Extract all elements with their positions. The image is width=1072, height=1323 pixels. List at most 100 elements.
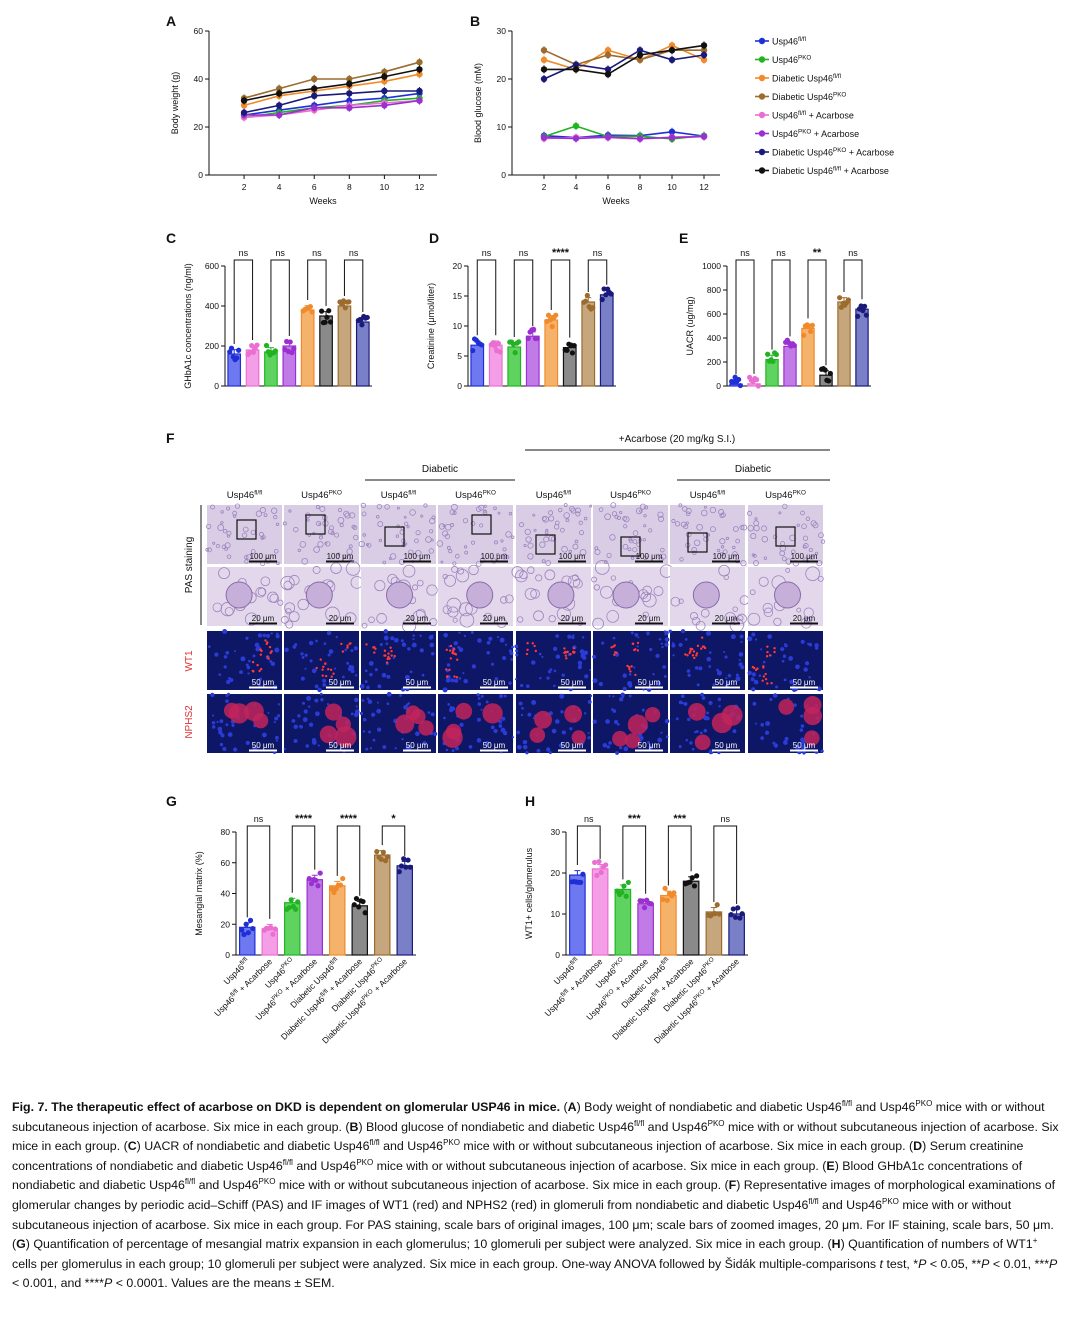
tissue-texture xyxy=(568,549,572,554)
significance-bracket xyxy=(735,259,755,375)
tissue-texture xyxy=(735,538,740,544)
nucleus-dot xyxy=(567,634,572,639)
nucleus-dot xyxy=(730,634,736,640)
nucleus-dot xyxy=(500,727,506,733)
nucleus-dot xyxy=(738,658,741,661)
label-base: Usp46 xyxy=(381,490,408,501)
scale-bar-label: 50 μm xyxy=(638,678,661,687)
nucleus-dot xyxy=(579,649,585,654)
significance-bracket xyxy=(843,259,863,300)
panel-f-micrographs: +Acarbose (20 mg/kg S.I.) Diabetic Diabeti… xyxy=(184,434,830,755)
y-tick-label: 0 xyxy=(501,170,506,180)
tissue-texture xyxy=(232,514,237,518)
data-dot xyxy=(315,883,321,889)
tissue-texture xyxy=(639,509,643,513)
tissue-texture xyxy=(791,549,796,554)
caption-segment: mice with or without subcutaneous inject… xyxy=(275,1178,729,1193)
caption-segment: and Usp46 xyxy=(195,1178,259,1193)
data-dot xyxy=(337,882,344,888)
wt1-signal xyxy=(321,674,324,677)
data-dot xyxy=(737,382,743,389)
nucleus-dot xyxy=(364,680,368,684)
wt1-signal xyxy=(451,650,455,653)
tissue-texture xyxy=(440,560,444,564)
data-dot xyxy=(827,370,833,377)
series-line xyxy=(543,49,704,66)
data-point xyxy=(636,56,644,63)
tissue-texture xyxy=(496,553,500,556)
data-dot xyxy=(590,305,596,311)
nucleus-dot xyxy=(480,694,484,698)
y-tick-label: 0 xyxy=(198,170,203,180)
significance-label: *** xyxy=(673,813,687,825)
tissue-texture xyxy=(450,523,455,527)
tissue-texture xyxy=(579,549,587,556)
caption-segment: < 0.001, and **** xyxy=(12,1276,104,1291)
nucleus-dot xyxy=(222,746,227,751)
nucleus-dot xyxy=(411,642,417,648)
nucleus-dot xyxy=(246,665,251,670)
nucleus-dot xyxy=(468,745,473,749)
data-dot xyxy=(580,871,586,877)
tissue-texture xyxy=(530,589,540,599)
caption-segment: ) Blood glucose of nondiabetic and diabe… xyxy=(358,1119,634,1134)
data-dot xyxy=(247,917,254,923)
tissue-texture xyxy=(324,541,328,545)
panel-letter-A: A xyxy=(166,13,176,29)
label-base: Usp46 xyxy=(765,490,792,501)
nucleus-dot xyxy=(442,687,448,693)
tissue-texture xyxy=(222,529,228,534)
nucleus-dot xyxy=(315,639,318,643)
data-point xyxy=(346,80,353,88)
nucleus-dot xyxy=(646,633,650,636)
wt1-signal xyxy=(266,655,269,658)
nucleus-dot xyxy=(630,631,634,635)
scale-bar-label: 100 μm xyxy=(636,552,663,561)
pas-image xyxy=(748,505,823,564)
y-tick-label: 20 xyxy=(497,74,507,84)
y-axis-label: Blood glucose (mM) xyxy=(473,63,483,143)
data-point xyxy=(572,122,580,130)
nucleus-dot xyxy=(485,740,490,746)
nucleus-dot xyxy=(262,633,267,638)
significance-bracket xyxy=(622,825,647,894)
tissue-texture xyxy=(592,617,604,630)
column-label: Usp46fl/fl xyxy=(536,490,572,502)
data-dot xyxy=(730,906,736,912)
nucleus-dot xyxy=(587,732,590,735)
wt1-signal xyxy=(386,657,389,661)
tissue-texture xyxy=(420,514,424,518)
nucleus-dot xyxy=(500,750,503,754)
nucleus-dot xyxy=(539,677,542,680)
glomerulus xyxy=(225,581,253,609)
data-dot xyxy=(307,304,313,310)
tissue-texture xyxy=(709,506,717,514)
nucleus-dot xyxy=(752,701,757,706)
nucleus-dot xyxy=(301,656,305,659)
tissue-texture xyxy=(623,516,630,523)
nucleus-dot xyxy=(211,725,216,729)
nucleus-dot xyxy=(430,712,435,717)
tissue-texture xyxy=(732,606,738,612)
label-sup: PKO xyxy=(638,490,651,497)
y-tick-label: 1000 xyxy=(702,261,721,271)
nucleus-dot xyxy=(592,654,597,659)
significance-bracket xyxy=(246,825,271,919)
caption-segment: H xyxy=(831,1237,841,1252)
tissue-texture xyxy=(376,613,387,624)
nucleus-dot xyxy=(803,667,808,672)
nucleus-dot xyxy=(369,747,373,750)
glomerulus xyxy=(612,581,640,609)
tissue-texture xyxy=(275,522,280,526)
tissue-texture xyxy=(273,548,279,554)
nucleus-dot xyxy=(401,737,404,741)
data-dot xyxy=(356,904,362,910)
tissue-texture xyxy=(280,575,295,591)
data-dot xyxy=(596,858,602,865)
tissue-texture xyxy=(565,518,570,523)
data-point xyxy=(668,42,676,49)
scale-bar-label: 100 μm xyxy=(327,552,354,561)
tissue-texture xyxy=(464,550,468,555)
nucleus-dot xyxy=(516,744,522,750)
nucleus-dot xyxy=(769,697,773,702)
